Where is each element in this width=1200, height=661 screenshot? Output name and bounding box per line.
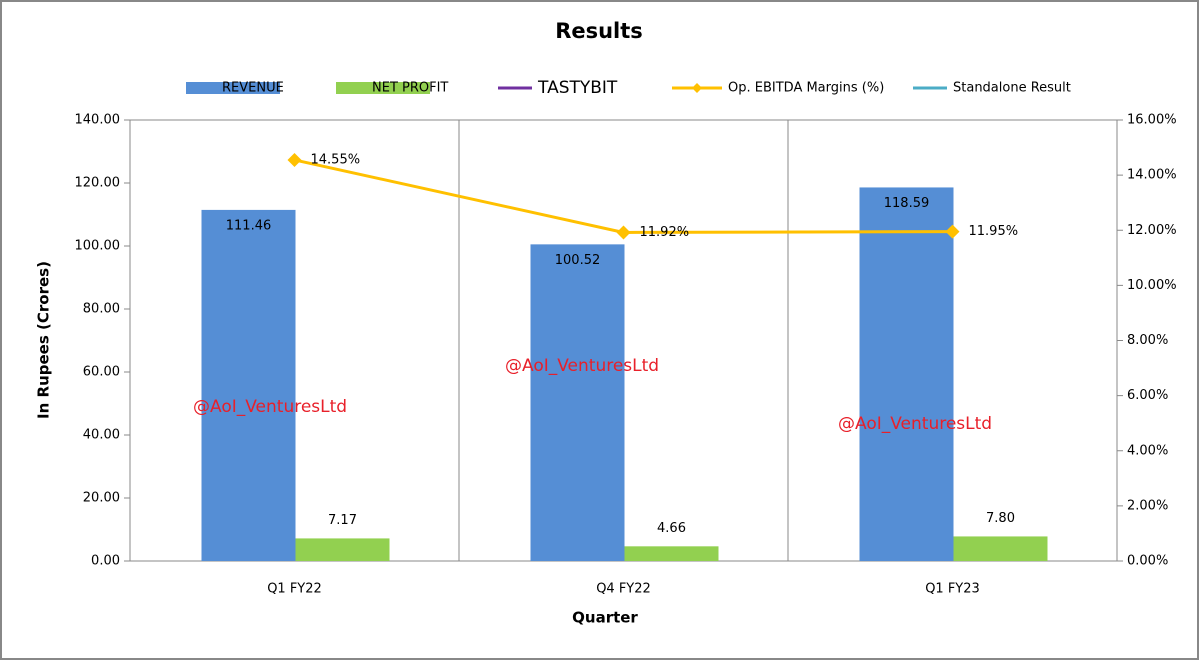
y-tick-label: 0.00 xyxy=(91,554,120,569)
legend-label: NET PROFIT xyxy=(372,81,448,96)
watermark: @AoI_VenturesLtd xyxy=(193,397,347,417)
legend-label: REVENUE xyxy=(222,81,284,96)
marker xyxy=(287,152,302,167)
bar xyxy=(201,209,296,561)
legend-marker xyxy=(692,83,702,93)
data-label: 7.17 xyxy=(328,513,357,528)
data-label: 7.80 xyxy=(986,511,1015,526)
data-label: 100.52 xyxy=(555,253,601,268)
y2-tick-label: 8.00% xyxy=(1127,333,1168,348)
data-label: 11.95% xyxy=(969,224,1019,239)
data-label: 111.46 xyxy=(226,218,272,233)
y-tick-label: 40.00 xyxy=(83,428,120,443)
watermark: @AoI_VenturesLtd xyxy=(505,356,659,376)
legend-swatch xyxy=(336,82,430,94)
x-axis-label: Quarter xyxy=(572,609,638,627)
y2-tick-label: 6.00% xyxy=(1127,388,1168,403)
y2-tick-label: 12.00% xyxy=(1127,223,1177,238)
data-label: 4.66 xyxy=(657,521,686,536)
legend-swatch xyxy=(186,82,280,94)
bar xyxy=(530,244,625,561)
legend-label: TASTYBIT xyxy=(537,78,618,98)
y-tick-label: 80.00 xyxy=(83,302,120,317)
y-axis-label: In Rupees (Crores) xyxy=(35,261,53,419)
y-tick-label: 60.00 xyxy=(83,365,120,380)
y-tick-label: 140.00 xyxy=(75,113,121,128)
x-tick-label: Q1 FY23 xyxy=(925,582,980,597)
data-label: 11.92% xyxy=(640,225,690,240)
y-tick-label: 120.00 xyxy=(75,176,121,191)
legend-label: Standalone Result xyxy=(953,81,1071,96)
bar xyxy=(295,538,390,561)
x-tick-label: Q1 FY22 xyxy=(267,582,322,597)
marker xyxy=(945,224,960,239)
x-tick-label: Q4 FY22 xyxy=(596,582,651,597)
y2-tick-label: 16.00% xyxy=(1127,113,1177,128)
y2-tick-label: 4.00% xyxy=(1127,443,1168,458)
y2-tick-label: 10.00% xyxy=(1127,278,1177,293)
bar xyxy=(624,546,719,561)
bar xyxy=(953,536,1048,561)
data-label: 14.55% xyxy=(311,152,361,167)
watermark: @AoI_VenturesLtd xyxy=(838,414,992,434)
bar xyxy=(859,187,954,561)
y-tick-label: 20.00 xyxy=(83,491,120,506)
y2-tick-label: 0.00% xyxy=(1127,554,1168,569)
marker xyxy=(616,225,631,240)
y2-tick-label: 14.00% xyxy=(1127,168,1177,183)
chart-title: Results xyxy=(555,19,643,43)
y2-tick-label: 2.00% xyxy=(1127,498,1168,513)
y-tick-label: 100.00 xyxy=(75,239,121,254)
data-label: 118.59 xyxy=(884,196,930,211)
legend-label: Op. EBITDA Margins (%) xyxy=(728,81,884,96)
